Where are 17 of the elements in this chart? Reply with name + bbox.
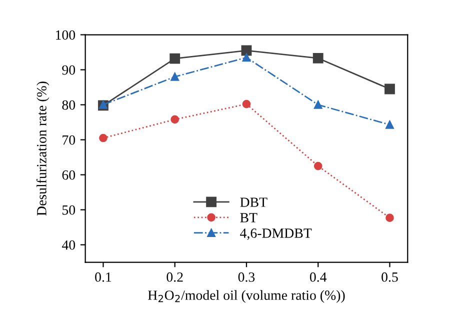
x-tick-label: 0.2 bbox=[166, 272, 183, 282]
y-axis-title: Desulfurization rate (%) bbox=[36, 82, 50, 216]
x-tick-label: 0.4 bbox=[310, 272, 327, 282]
x-tick-label: 0.1 bbox=[95, 272, 112, 282]
y-tick-label: 70 bbox=[62, 135, 76, 145]
x-tick-label: 0.3 bbox=[238, 272, 255, 282]
y-tick-label: 90 bbox=[62, 65, 76, 75]
y-tick-label: 40 bbox=[62, 240, 76, 250]
legend-label: 4,6-DMDBT bbox=[240, 228, 312, 240]
y-tick-label: 60 bbox=[62, 170, 76, 180]
legend-label: BT bbox=[240, 213, 258, 222]
legend-label: DBT bbox=[240, 198, 268, 207]
y-tick-label: 80 bbox=[62, 100, 76, 110]
y-tick-label: 100 bbox=[56, 30, 76, 40]
x-axis-title: H$_{2}$O$_{2}$/model oil (volume ratio (%)) bbox=[148, 290, 345, 303]
x-tick-label: 0.5 bbox=[382, 272, 398, 282]
y-tick-label: 50 bbox=[62, 205, 76, 215]
